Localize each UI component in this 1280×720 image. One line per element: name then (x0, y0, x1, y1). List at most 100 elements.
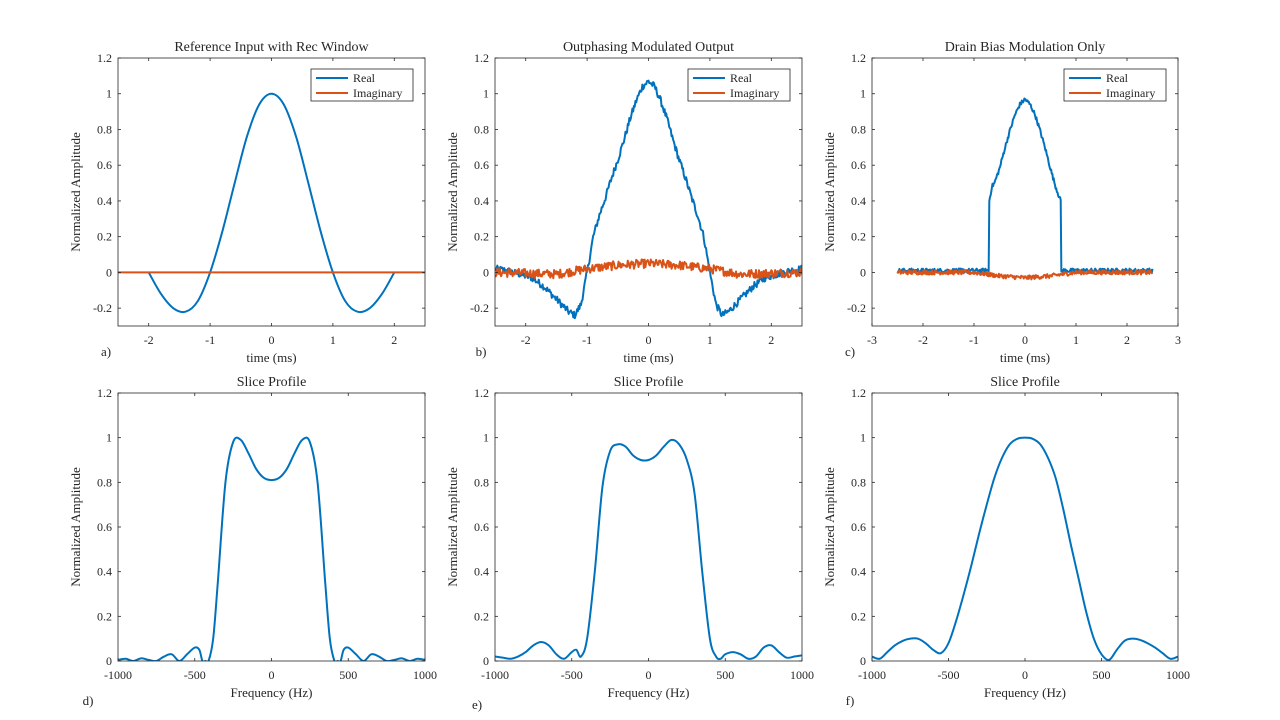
y-tick-label: 0.4 (97, 194, 112, 208)
x-tick-label: 0 (1022, 668, 1028, 682)
x-tick-label: 0 (646, 333, 652, 347)
chart-title: Drain Bias Modulation Only (945, 40, 1106, 55)
chart-title: Reference Input with Rec Window (174, 40, 369, 55)
y-tick-label: 0.8 (474, 475, 489, 489)
y-tick-label: 0.2 (97, 609, 112, 623)
y-tick-label: 0.6 (474, 158, 489, 172)
plot-area (118, 58, 425, 326)
chart-title: Slice Profile (237, 375, 307, 390)
y-tick-label: 0 (483, 654, 489, 668)
y-tick-label: 0.6 (97, 520, 112, 534)
x-tick-label: 500 (716, 668, 734, 682)
y-tick-label: 0.4 (851, 565, 866, 579)
x-tick-label: 2 (391, 333, 397, 347)
x-tick-label: 500 (1093, 668, 1111, 682)
x-axis-label: Frequency (Hz) (984, 685, 1066, 700)
y-tick-label: 0.4 (851, 194, 866, 208)
plot-area (118, 393, 425, 661)
panel-tag: a) (101, 344, 111, 359)
y-tick-label: 0.8 (97, 122, 112, 136)
series-line-profile (495, 438, 802, 661)
y-tick-label: 0.8 (474, 122, 489, 136)
x-tick-label: -1 (205, 333, 215, 347)
x-axis-label: time (ms) (246, 350, 296, 365)
legend-label: Real (1106, 71, 1129, 85)
chart-panel-3: -3 -2 -1 0 1 2 3 -0.2 0 0.2 0.4 0.6 0.8 1 1.2 Drain Bia… (822, 40, 1181, 365)
x-tick-label: -1 (969, 333, 979, 347)
x-axis-label: time (ms) (1000, 350, 1050, 365)
y-axis-label: Normalized Amplitude (822, 467, 837, 587)
series-line-profile (872, 436, 1178, 661)
y-tick-label: 1.2 (97, 386, 112, 400)
y-axis-label: Normalized Amplitude (68, 132, 83, 252)
legend-label: Imaginary (353, 86, 402, 100)
series-line-real (495, 79, 802, 320)
legend-label: Imaginary (730, 86, 779, 100)
chart-panel-4: -1000 -500 0 500 1000 0 0.2 0.4 0.6 0.8 1 1.2 Slice … (68, 375, 437, 708)
y-tick-label: -0.2 (847, 301, 866, 315)
x-tick-label: -2 (521, 333, 531, 347)
y-tick-label: 1.2 (97, 51, 112, 65)
x-tick-label: -2 (918, 333, 928, 347)
series-line-real (147, 92, 396, 314)
x-tick-label: 1 (707, 333, 713, 347)
y-tick-label: -0.2 (470, 301, 489, 315)
series-line-imaginary (495, 258, 802, 280)
x-axis-label: Frequency (Hz) (608, 685, 690, 700)
x-tick-label: -1000 (481, 668, 509, 682)
legend-label: Imaginary (1106, 86, 1155, 100)
x-tick-label: 2 (768, 333, 774, 347)
y-tick-label: 0.8 (851, 122, 866, 136)
y-tick-label: 1 (106, 87, 112, 101)
x-tick-label: -1 (582, 333, 592, 347)
y-axis-label: Normalized Amplitude (445, 132, 460, 252)
panel-tag: c) (845, 344, 855, 359)
x-tick-label: -3 (867, 333, 877, 347)
y-tick-label: 0.4 (474, 565, 489, 579)
x-tick-label: 1 (330, 333, 336, 347)
y-tick-label: 1 (106, 431, 112, 445)
y-tick-label: -0.2 (93, 301, 112, 315)
legend-box (1063, 68, 1167, 102)
chart-panel-5: -1000 -500 0 500 1000 0 0.2 0.4 0.6 0.8 1 1.2 Slice … (445, 375, 814, 712)
y-tick-label: 1 (483, 431, 489, 445)
chart-title: Slice Profile (614, 375, 684, 390)
plot-area (495, 393, 802, 661)
y-tick-label: 1.2 (474, 386, 489, 400)
x-tick-label: 1000 (1166, 668, 1190, 682)
panel-tag: e) (472, 697, 482, 712)
x-tick-label: 0 (269, 668, 275, 682)
x-tick-label: 0 (269, 333, 275, 347)
y-tick-label: 1.2 (474, 51, 489, 65)
y-tick-label: 1.2 (851, 51, 866, 65)
legend-label: Real (353, 71, 376, 85)
legend-label: Real (730, 71, 753, 85)
plot-area (495, 58, 802, 326)
y-tick-label: 0.6 (851, 158, 866, 172)
series-line-profile (118, 436, 425, 661)
y-tick-label: 0.2 (97, 230, 112, 244)
y-tick-label: 0.2 (851, 609, 866, 623)
panel-tag: b) (476, 344, 487, 359)
y-tick-label: 1 (483, 87, 489, 101)
plot-area (872, 58, 1178, 326)
y-axis-label: Normalized Amplitude (445, 467, 460, 587)
x-tick-label: 1 (1073, 333, 1079, 347)
y-tick-label: 1.2 (851, 386, 866, 400)
series-line-imaginary (896, 269, 1154, 281)
x-tick-label: -500 (561, 668, 583, 682)
x-tick-label: -1000 (858, 668, 886, 682)
x-tick-label: 500 (339, 668, 357, 682)
plot-area (872, 393, 1178, 661)
y-tick-label: 0.4 (97, 565, 112, 579)
y-axis-label: Normalized Amplitude (822, 132, 837, 252)
y-tick-label: 0.4 (474, 194, 489, 208)
y-tick-label: 0 (483, 265, 489, 279)
y-tick-label: 0.2 (851, 230, 866, 244)
x-tick-label: -1000 (104, 668, 132, 682)
x-tick-label: 2 (1124, 333, 1130, 347)
